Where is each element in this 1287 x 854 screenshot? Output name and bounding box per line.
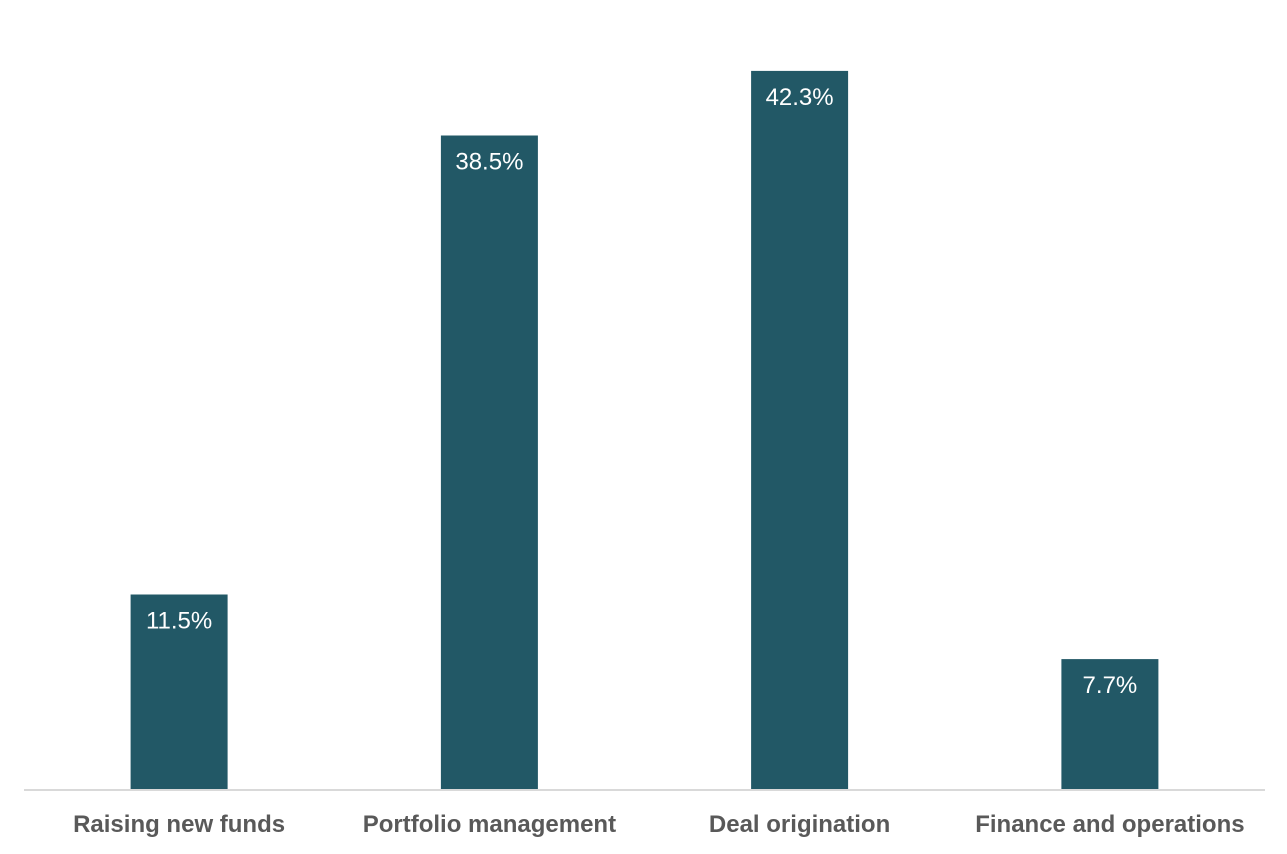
bar-value-label-1: 38.5% <box>455 149 523 176</box>
bar-0 <box>130 594 228 790</box>
bar-3 <box>1061 659 1159 790</box>
bars-group: 11.5% 38.5% 42.3% 7.7% <box>130 70 1159 790</box>
x-tick-label-3: Finance and operations <box>975 811 1244 838</box>
x-tick-label-1: Portfolio management <box>363 811 616 838</box>
x-tick-labels-group: Raising new funds Portfolio management Dea… <box>73 811 1245 838</box>
bar-value-label-0: 11.5% <box>146 608 212 635</box>
bar-2 <box>751 70 849 790</box>
x-tick-label-0: Raising new funds <box>73 811 285 838</box>
bar-value-label-3: 7.7% <box>1083 672 1138 699</box>
bar-value-label-2: 42.3% <box>766 84 834 111</box>
x-tick-label-2: Deal origination <box>709 811 890 838</box>
bar-1 <box>440 135 538 790</box>
